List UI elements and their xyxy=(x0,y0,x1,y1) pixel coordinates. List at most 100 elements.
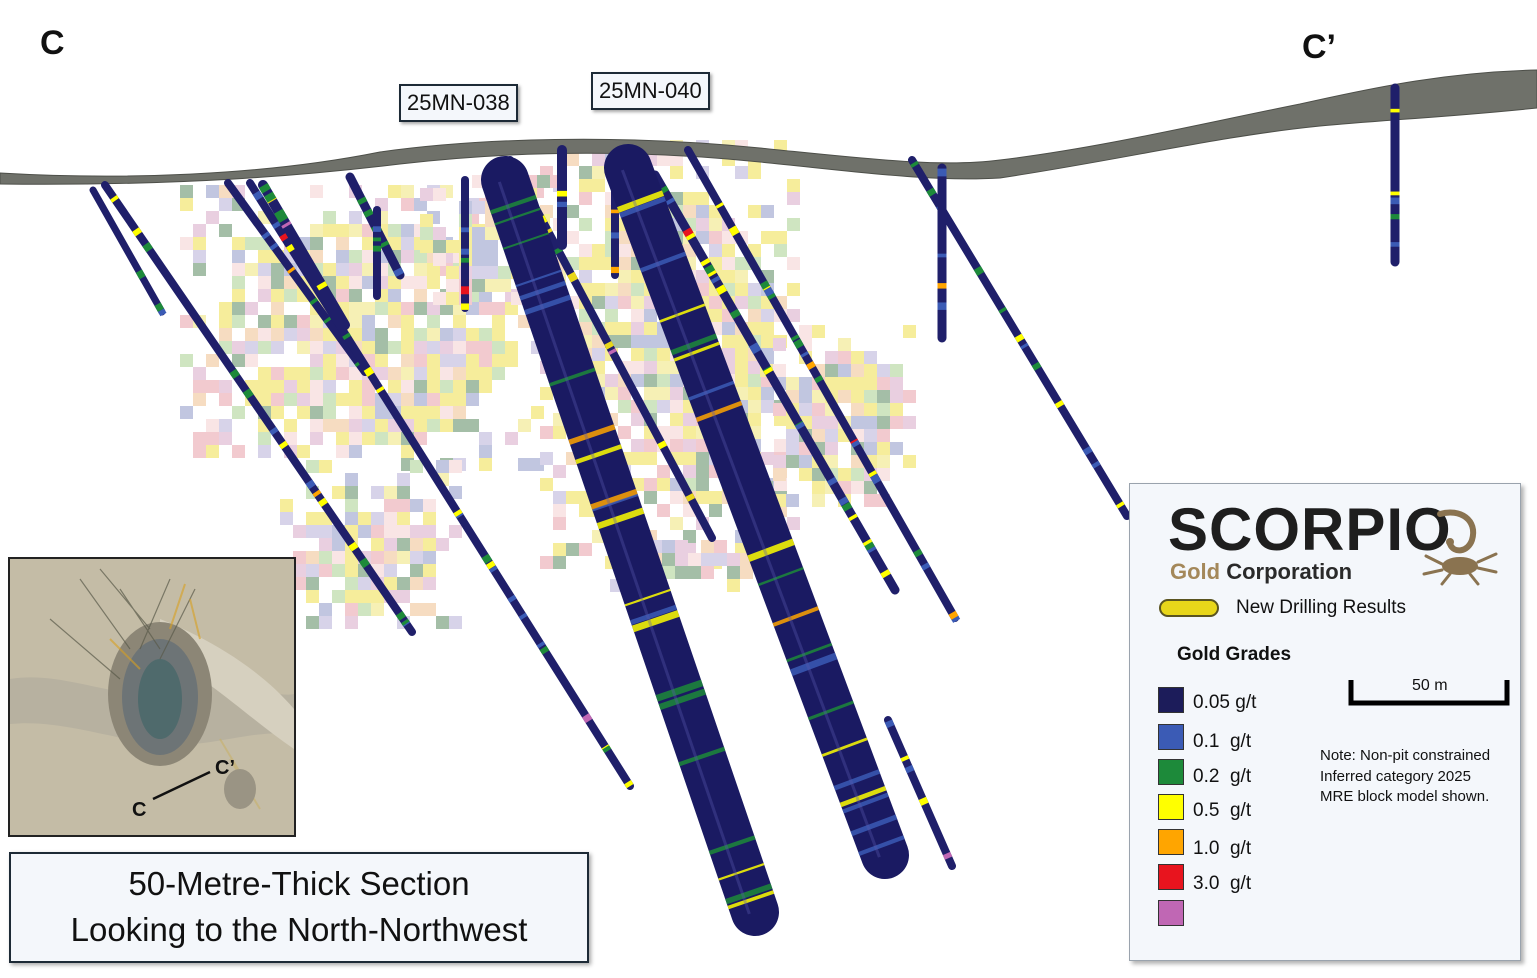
drill-holes xyxy=(89,83,1400,936)
block-cell xyxy=(799,325,812,338)
block-cell xyxy=(605,309,618,322)
block-cell xyxy=(433,188,446,201)
block-cell xyxy=(440,354,453,367)
block-cell xyxy=(553,465,566,478)
block-cell xyxy=(740,566,753,579)
block-cell xyxy=(414,393,427,406)
block-cell xyxy=(245,328,258,341)
block-cell xyxy=(761,335,774,348)
block-cell xyxy=(631,439,644,452)
block-cell xyxy=(284,432,297,445)
block-cell xyxy=(401,341,414,354)
block-cell xyxy=(349,419,362,432)
block-cell xyxy=(631,374,644,387)
block-cell xyxy=(466,367,479,380)
block-cell xyxy=(786,377,799,390)
block-cell xyxy=(440,367,453,380)
block-cell xyxy=(423,577,436,590)
block-cell xyxy=(657,504,670,517)
block-cell xyxy=(727,579,740,592)
block-cell xyxy=(479,341,492,354)
block-cell xyxy=(232,406,245,419)
block-cell xyxy=(219,393,232,406)
block-cell xyxy=(206,354,219,367)
block-cell xyxy=(787,257,800,270)
block-cell xyxy=(336,224,349,237)
block-cell xyxy=(323,380,336,393)
block-cell xyxy=(479,289,492,302)
block-cell xyxy=(371,486,384,499)
block-cell xyxy=(838,364,851,377)
block-cell xyxy=(498,279,511,292)
block-cell xyxy=(310,315,323,328)
block-cell xyxy=(540,556,553,569)
block-cell xyxy=(310,224,323,237)
block-cell xyxy=(735,348,748,361)
block-cell xyxy=(605,387,618,400)
block-cell xyxy=(397,486,410,499)
block-cell xyxy=(440,341,453,354)
block-cell xyxy=(401,328,414,341)
block-cell xyxy=(748,205,761,218)
block-cell xyxy=(799,390,812,403)
hole xyxy=(1390,83,1400,267)
block-cell xyxy=(323,354,336,367)
block-cell xyxy=(877,364,890,377)
block-cell xyxy=(761,322,774,335)
block-cell xyxy=(206,432,219,445)
block-cell xyxy=(180,406,193,419)
block-cell xyxy=(206,185,219,198)
block-cell xyxy=(748,309,761,322)
block-cell xyxy=(505,432,518,445)
block-cell xyxy=(657,465,670,478)
block-cell xyxy=(310,354,323,367)
block-cell xyxy=(714,540,727,553)
block-cell xyxy=(401,354,414,367)
block-cell xyxy=(864,442,877,455)
block-cell xyxy=(423,499,436,512)
legend-note: Note: Non-pit constrained Inferred categ… xyxy=(1320,747,1491,805)
block-cell xyxy=(838,338,851,351)
block-cell xyxy=(388,224,401,237)
block-cell xyxy=(864,377,877,390)
block-cell xyxy=(206,445,219,458)
block-cell xyxy=(193,367,206,380)
block-cell xyxy=(722,270,735,283)
block-cell xyxy=(683,452,696,465)
block-cell xyxy=(851,351,864,364)
block-cell xyxy=(423,525,436,538)
block-cell xyxy=(310,419,323,432)
block-cell xyxy=(453,393,466,406)
block-cell xyxy=(449,486,462,499)
block-cell xyxy=(825,416,838,429)
block-cell xyxy=(440,419,453,432)
block-cell xyxy=(537,175,550,188)
block-cell xyxy=(258,380,271,393)
block-cell xyxy=(812,494,825,507)
block-cell xyxy=(345,499,358,512)
block-cell xyxy=(384,525,397,538)
block-cell xyxy=(388,237,401,250)
block-cell xyxy=(388,302,401,315)
block-cell xyxy=(748,361,761,374)
block-cell xyxy=(401,237,414,250)
block-cell xyxy=(427,367,440,380)
block-cell xyxy=(258,328,271,341)
block-cell xyxy=(401,250,414,263)
block-cell xyxy=(332,590,345,603)
block-cell xyxy=(271,367,284,380)
block-cell xyxy=(306,460,319,473)
block-cell xyxy=(903,390,916,403)
block-cell xyxy=(864,351,877,364)
block-cell xyxy=(401,276,414,289)
block-cell xyxy=(701,553,714,566)
block-cell xyxy=(410,499,423,512)
block-cell xyxy=(258,393,271,406)
block-cell xyxy=(851,377,864,390)
block-cell xyxy=(310,406,323,419)
block-cell xyxy=(410,577,423,590)
block-cell xyxy=(345,603,358,616)
block-cell xyxy=(709,244,722,257)
block-cell xyxy=(748,296,761,309)
grade-swatch xyxy=(1158,900,1184,926)
